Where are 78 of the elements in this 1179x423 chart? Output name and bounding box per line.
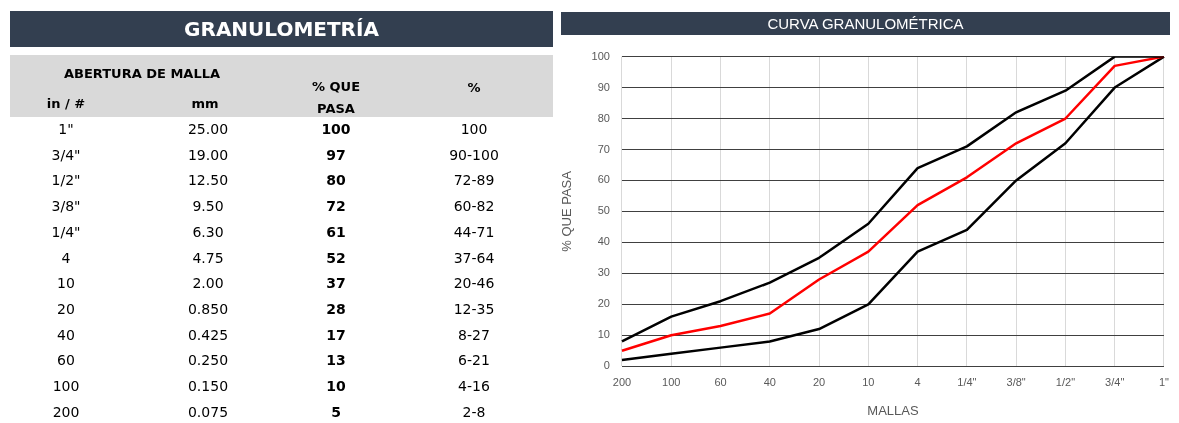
x-axis-title: MALLAS bbox=[867, 402, 919, 418]
text: in / # bbox=[46, 95, 86, 111]
y-tick-label: 40 bbox=[597, 235, 610, 248]
text: mm bbox=[191, 95, 219, 111]
text: 0.150 bbox=[187, 378, 229, 394]
text: 20 bbox=[57, 300, 75, 317]
y-tick-label: 100 bbox=[591, 49, 610, 62]
text: 8-27 bbox=[458, 326, 490, 343]
text: 4-16 bbox=[458, 378, 490, 394]
y-tick-label: 80 bbox=[597, 111, 610, 124]
y-tick-label: 20 bbox=[597, 297, 610, 310]
text: 72 bbox=[326, 198, 346, 215]
text: ABERTURA DE MALLA bbox=[63, 65, 221, 81]
text: 37 bbox=[326, 275, 346, 292]
text: 1" bbox=[58, 121, 74, 137]
x-tick-label: 4 bbox=[914, 375, 921, 388]
text: 90-100 bbox=[449, 146, 499, 163]
x-tick-label: 200 bbox=[612, 375, 632, 388]
y-tick-label: 90 bbox=[597, 80, 610, 93]
text: 6-21 bbox=[458, 352, 490, 369]
x-tick-label: 3/4" bbox=[1105, 375, 1125, 388]
text: 40 bbox=[57, 326, 75, 343]
text: 25.00 bbox=[187, 121, 229, 137]
text: 4.75 bbox=[192, 249, 224, 266]
text: 9.50 bbox=[192, 198, 224, 215]
text: 2.00 bbox=[192, 275, 224, 292]
text: 37-64 bbox=[453, 249, 495, 266]
y-tick-label: 50 bbox=[597, 204, 610, 217]
text: 0.850 bbox=[187, 300, 229, 317]
text: 19.00 bbox=[187, 146, 229, 163]
x-tick-label: 20 bbox=[812, 375, 826, 388]
text: 6.30 bbox=[192, 223, 224, 240]
text: GRANULOMETRÍA bbox=[10, 11, 553, 47]
text: 2-8 bbox=[462, 403, 486, 420]
text: 3/4" bbox=[51, 146, 81, 163]
text: 72-89 bbox=[453, 172, 495, 189]
text: 200 bbox=[52, 403, 80, 420]
text: 61 bbox=[326, 223, 346, 240]
text: 0.425 bbox=[187, 326, 229, 343]
x-tick-label: 1" bbox=[1158, 375, 1170, 388]
text: 13 bbox=[326, 352, 346, 369]
text: % QUE PASA bbox=[310, 78, 361, 118]
text: 100 bbox=[460, 121, 488, 137]
text: 0.075 bbox=[187, 403, 229, 420]
y-tick-label: 60 bbox=[597, 173, 610, 186]
y-tick-label: 0 bbox=[603, 359, 610, 372]
text: 4 bbox=[61, 249, 71, 266]
text: 60 bbox=[57, 352, 75, 369]
text: 100 bbox=[321, 121, 351, 137]
text: 5 bbox=[331, 403, 341, 420]
text: % bbox=[467, 79, 481, 95]
text: 12-35 bbox=[453, 300, 495, 317]
text: 52 bbox=[326, 249, 346, 266]
text: 60-82 bbox=[453, 198, 495, 215]
x-tick-label: 10 bbox=[862, 375, 875, 388]
text: 0.250 bbox=[187, 352, 229, 369]
text: 17 bbox=[326, 326, 346, 343]
y-tick-label: 70 bbox=[597, 142, 610, 155]
text: 20-46 bbox=[453, 275, 495, 292]
text: 1/2" bbox=[51, 172, 81, 189]
x-tick-label: 1/2" bbox=[1055, 375, 1076, 388]
text: 1/4" bbox=[51, 223, 81, 240]
text: 44-71 bbox=[453, 223, 495, 240]
y-axis-title: % QUE PASA bbox=[559, 170, 575, 252]
chart-title: CURVA GRANULOMÉTRICA bbox=[561, 12, 1170, 35]
text: 3/8" bbox=[51, 198, 81, 215]
text: 10 bbox=[57, 275, 75, 292]
x-tick-label: 3/8" bbox=[1006, 375, 1026, 388]
x-tick-label: 1/4" bbox=[957, 375, 977, 388]
y-tick-label: 10 bbox=[597, 328, 610, 341]
x-tick-label: 100 bbox=[662, 375, 681, 388]
text: 80 bbox=[326, 172, 346, 189]
x-tick-label: 60 bbox=[714, 375, 727, 388]
text: 97 bbox=[326, 146, 346, 163]
x-tick-label: 40 bbox=[763, 375, 776, 388]
text: 28 bbox=[326, 300, 346, 317]
y-tick-label: 30 bbox=[597, 266, 610, 279]
text: 12.50 bbox=[187, 172, 229, 189]
